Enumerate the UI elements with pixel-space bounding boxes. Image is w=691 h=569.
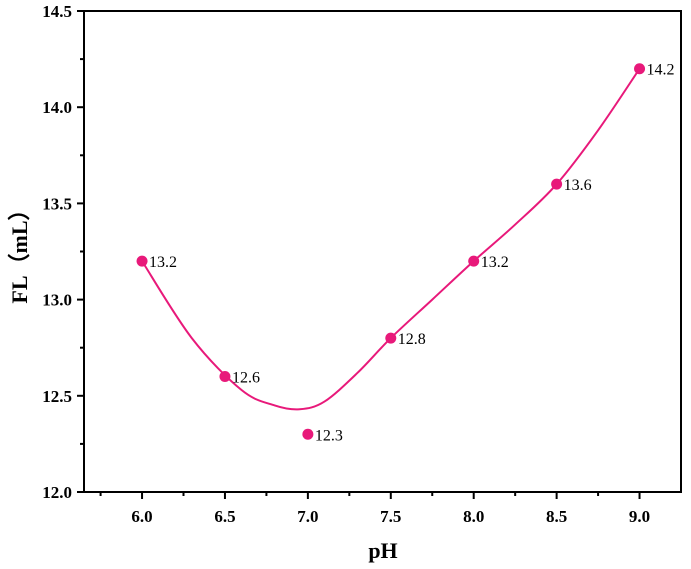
data-label: 14.2 — [647, 62, 675, 79]
x-axis-title: pH — [368, 538, 397, 563]
x-tick-label: 8.5 — [546, 507, 567, 526]
data-point — [385, 332, 397, 344]
x-tick-label: 7.5 — [380, 507, 401, 526]
labels-layer: 13.2 12.6 12.3 12.8 13.2 13.6 14.2 — [149, 62, 675, 445]
plot-frame — [83, 10, 682, 493]
data-point — [468, 255, 480, 267]
axes — [83, 10, 682, 493]
x-tick-label: 6.0 — [131, 507, 152, 526]
ticks: 6.0 6.5 7.0 7.5 8.0 8.5 9.0 12.0 12.5 13.0 13.5 14.… — [42, 2, 650, 526]
x-tick-label: 7.0 — [297, 507, 318, 526]
y-tick-label: 14.5 — [42, 2, 72, 21]
y-tick-label: 12.5 — [42, 387, 72, 406]
data-label: 13.2 — [481, 254, 509, 271]
x-tick-label: 8.0 — [463, 507, 484, 526]
curve-layer — [141, 68, 641, 411]
data-label: 12.3 — [315, 427, 343, 444]
fit-curve — [141, 68, 641, 411]
data-point — [136, 255, 148, 267]
data-label: 13.6 — [564, 177, 592, 194]
y-tick-label: 12.0 — [42, 483, 72, 502]
y-tick-label: 14.0 — [42, 98, 72, 117]
y-tick-label: 13.5 — [42, 194, 72, 213]
data-label: 12.8 — [398, 331, 426, 348]
data-point — [219, 371, 231, 383]
y-tick-label: 13.0 — [42, 291, 72, 310]
axis-titles: pH FL（mL） — [7, 198, 398, 563]
data-label: 13.2 — [149, 254, 177, 271]
x-tick-label: 9.0 — [629, 507, 650, 526]
data-point — [634, 63, 646, 75]
y-axis-title: FL（mL） — [7, 198, 32, 303]
data-point — [302, 428, 314, 440]
x-tick-label: 6.5 — [214, 507, 235, 526]
data-point — [551, 178, 563, 190]
points-layer — [136, 63, 646, 440]
data-label: 12.6 — [232, 370, 260, 387]
